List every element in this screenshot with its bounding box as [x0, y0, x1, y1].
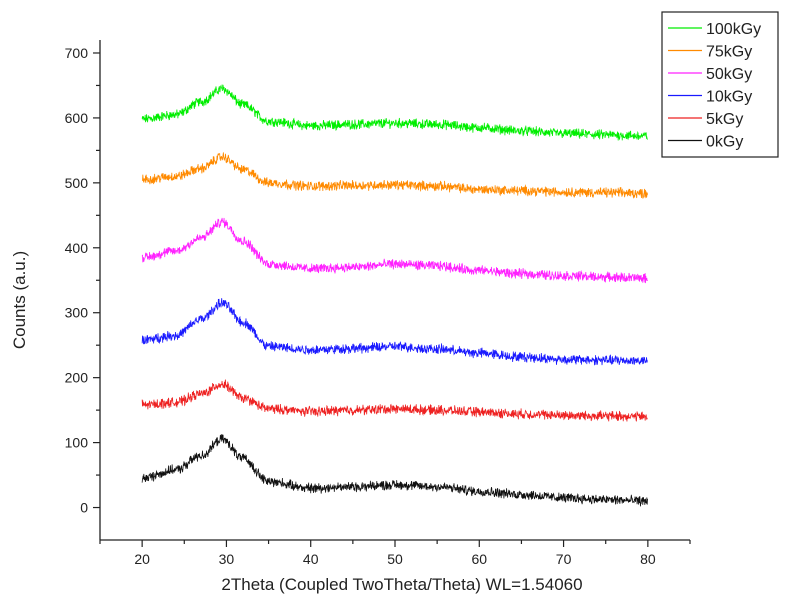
x-axis: 20 30 40 50 60 70 80	[99, 540, 691, 567]
legend-box	[661, 11, 779, 158]
legend-label-0kGy: 0kGy	[706, 134, 743, 151]
y-tick-label: 300	[65, 305, 89, 321]
series-layer	[141, 84, 648, 507]
series-line-0kGy	[141, 434, 648, 507]
series-line-10kGy	[141, 298, 648, 366]
legend-label-100kGy: 100kGy	[706, 21, 761, 38]
y-tick-label: 600	[65, 110, 89, 126]
y-tick-label: 100	[65, 435, 89, 451]
x-tick-label: 40	[303, 551, 319, 567]
x-tick-label: 50	[387, 551, 403, 567]
legend-label-10kGy: 10kGy	[706, 89, 752, 106]
series-line-50kGy	[141, 217, 648, 284]
legend-label-5kGy: 5kGy	[706, 111, 743, 128]
plot-area	[99, 40, 690, 541]
x-tick-label: 60	[471, 551, 487, 567]
legend-label-75kGy: 75kGy	[706, 44, 752, 61]
legend: 100kGy 75kGy 50kGy 10kGy 5kGy 0kGy	[661, 11, 779, 158]
y-tick-label: 500	[65, 175, 89, 191]
x-tick-label: 70	[556, 551, 572, 567]
series-line-100kGy	[141, 84, 648, 141]
series-line-75kGy	[141, 152, 648, 199]
x-tick-label: 30	[219, 551, 235, 567]
y-tick-label: 200	[65, 370, 89, 386]
y-tick-label: 700	[65, 45, 89, 61]
x-tick-label: 20	[134, 551, 150, 567]
y-tick-label: 400	[65, 240, 89, 256]
y-axis-title: Counts (a.u.)	[10, 251, 29, 349]
x-axis-title: 2Theta (Coupled TwoTheta/Theta) WL=1.540…	[221, 575, 582, 594]
series-line-5kGy	[141, 379, 648, 422]
legend-label-50kGy: 50kGy	[706, 66, 752, 83]
y-tick-label: 0	[80, 500, 88, 516]
y-axis: 0 100 200 300 400 500 600 700	[65, 45, 100, 516]
x-tick-label: 80	[640, 551, 656, 567]
